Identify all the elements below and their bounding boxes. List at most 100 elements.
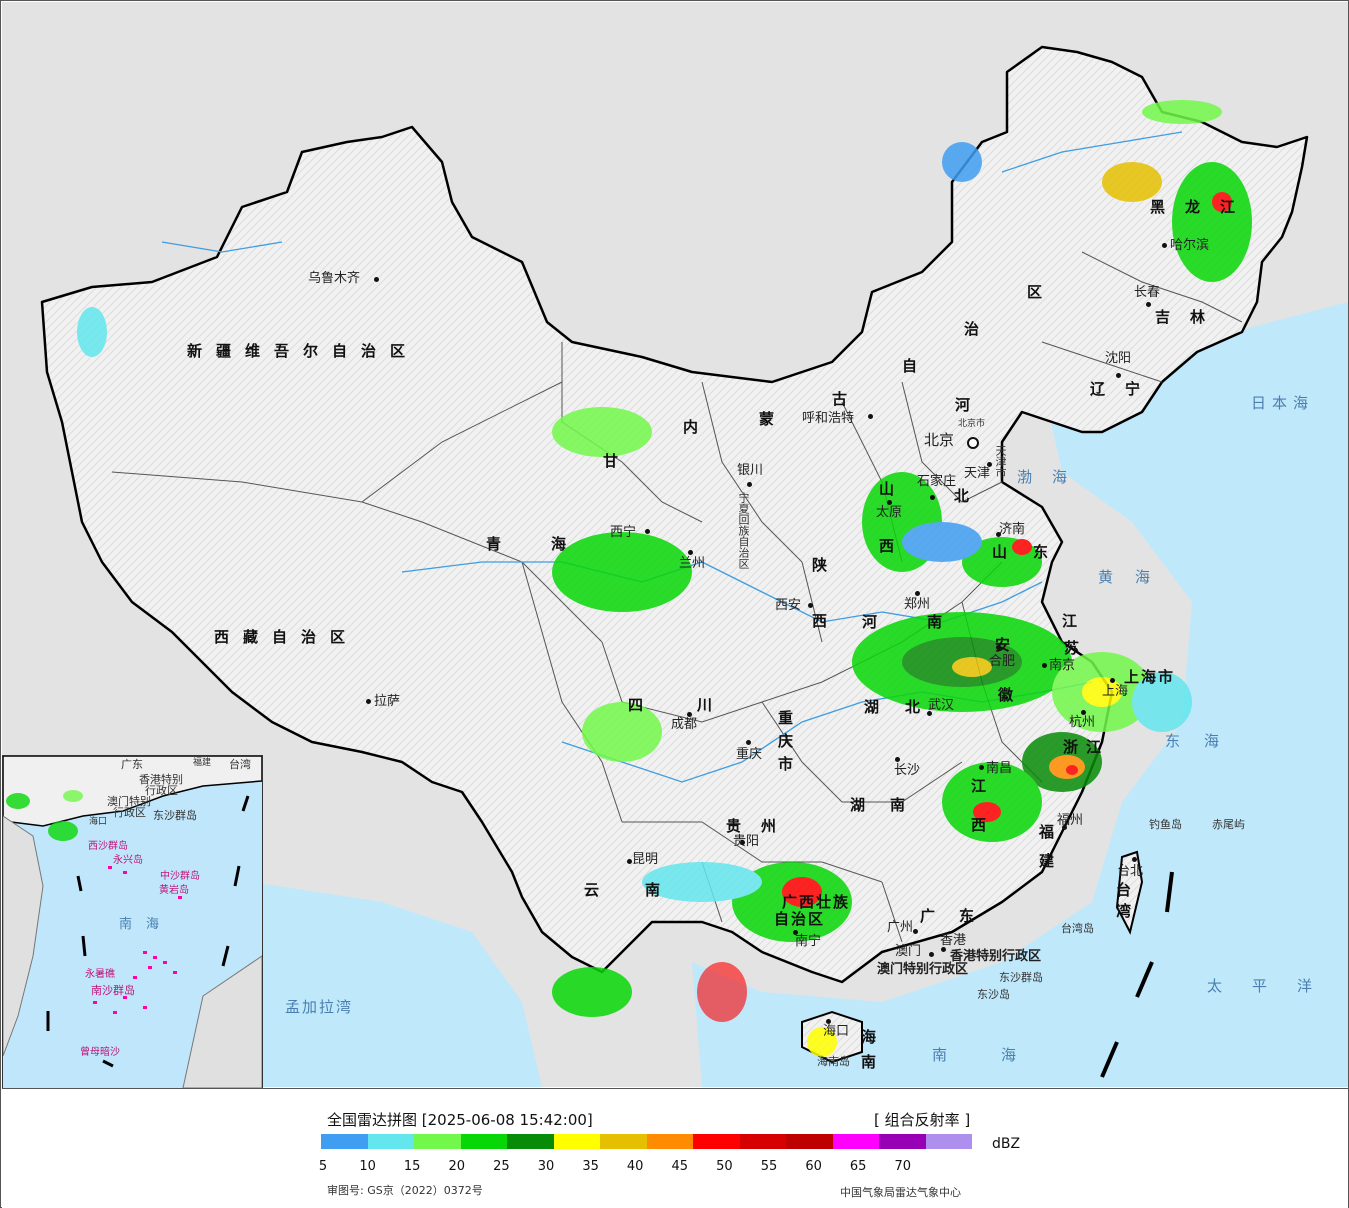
source-credit: 中国气象局雷达气象中心: [840, 1186, 961, 1199]
city-marker: [996, 645, 1001, 650]
province-label: 湖: [864, 698, 894, 716]
inset-label: 行政区: [145, 784, 178, 797]
scale-tick-label: 25: [493, 1159, 510, 1174]
city-marker: [1062, 825, 1067, 830]
sea-area: [692, 302, 1348, 1087]
unit-label: dBZ: [992, 1136, 1021, 1152]
city-marker: [1132, 857, 1137, 862]
province-label: 甘: [603, 452, 633, 470]
city-label: 西宁: [610, 525, 637, 540]
province-label: 西: [879, 537, 909, 555]
scale-tick-label: 5: [318, 1159, 328, 1174]
inset-canvas: [3, 756, 262, 1088]
sea-label: 黄海: [1098, 568, 1173, 586]
scale-tick-label: 35: [582, 1159, 599, 1174]
city-label: 郑州: [904, 597, 931, 612]
scale-tick-label: 40: [626, 1159, 644, 1174]
sea-label: 太平洋: [1207, 977, 1343, 995]
city-marker: [746, 740, 751, 745]
province-label: 广东: [920, 907, 999, 925]
city-label: 贵阳: [733, 834, 760, 849]
province-label: 宁夏回族自治区: [737, 492, 750, 569]
province-label: 自: [902, 357, 932, 375]
city-label: 澳门: [895, 944, 922, 959]
inset-label: 西沙群岛: [88, 841, 128, 852]
city-marker: [979, 765, 984, 770]
scale-tick-label: 30: [537, 1159, 555, 1174]
city-marker: [374, 277, 379, 282]
city-marker: [645, 529, 650, 534]
scale-swatch: [600, 1134, 647, 1149]
approval-number: 审图号: GS京（2022）0372号: [327, 1184, 483, 1197]
color-scale: [321, 1134, 972, 1149]
city-label: 长沙: [894, 763, 921, 778]
scale-swatch: [553, 1134, 600, 1149]
city-label: 北京市: [958, 419, 986, 429]
city-label: 拉萨: [374, 694, 401, 709]
inset-label: 中沙群岛: [160, 871, 200, 882]
city-marker: [913, 929, 918, 934]
city-marker: [930, 495, 935, 500]
island-label: 台湾岛: [1061, 922, 1094, 935]
inset-label: 南海: [119, 917, 174, 932]
city-label: 台北: [1117, 864, 1144, 879]
inset-label: 澳门特别: [107, 795, 151, 808]
province-label: 广西壮族: [782, 893, 851, 911]
province-label: 河: [862, 613, 892, 631]
city-marker: [915, 591, 920, 596]
scale-swatch: [646, 1134, 693, 1149]
scale-tick-label: 15: [403, 1159, 421, 1174]
province-label: 重庆市: [776, 710, 794, 779]
city-marker: [941, 947, 946, 952]
inset-label: 福建: [193, 758, 212, 768]
province-label: 河: [955, 396, 985, 414]
province-label: 海南: [859, 1029, 877, 1079]
island-label: 赤尾屿: [1212, 818, 1245, 831]
province-label: 黑龙江: [1150, 198, 1256, 216]
scale-swatch: [460, 1134, 507, 1149]
capital-marker: [967, 437, 979, 449]
scale-swatch: [367, 1134, 414, 1149]
inset-label: 曾母暗沙: [80, 1047, 120, 1058]
city-marker: [895, 757, 900, 762]
city-marker: [688, 550, 693, 555]
island-label: 海南岛: [817, 1055, 850, 1068]
sea-label: 东海: [1165, 732, 1244, 750]
city-label: 北京: [924, 431, 955, 449]
province-label: 东: [1033, 543, 1063, 561]
city-label: 太原: [876, 505, 903, 520]
province-label: 江: [1062, 612, 1092, 630]
city-label: 广州: [887, 920, 914, 935]
province-label: 上海市: [1124, 668, 1176, 686]
province-label: 北: [905, 698, 935, 716]
city-marker: [1162, 243, 1167, 248]
city-label: 香港: [940, 933, 967, 948]
city-label: 南京: [1049, 658, 1076, 673]
city-marker: [1081, 710, 1086, 715]
city-label: 银川: [737, 463, 764, 478]
province-label: 南: [890, 796, 920, 814]
inset-label: 永暑礁: [85, 969, 115, 980]
region-label: 香港特别行政区: [950, 949, 1042, 964]
province-label: 四川: [628, 696, 767, 714]
province-label: 辽宁: [1090, 380, 1161, 398]
city-marker: [887, 500, 892, 505]
sea-label: 孟加拉湾: [285, 998, 354, 1016]
taiwan-island: [1115, 850, 1144, 935]
province-label: 吉林: [1155, 308, 1226, 326]
sea-label: 日本海: [1251, 394, 1315, 412]
province-label: 浙江: [1063, 738, 1110, 756]
province-label: 区: [1027, 283, 1057, 301]
province-label: 新疆维吾尔自治区: [187, 342, 420, 360]
province-label: 云南: [584, 881, 707, 899]
inset-label: 香港特别: [139, 773, 183, 786]
scale-tick-label: 70: [894, 1159, 912, 1174]
inset-label: 海口: [89, 817, 108, 827]
city-label: 上海: [1102, 684, 1129, 699]
province-label: 山: [992, 543, 1022, 561]
city-label: 西安: [775, 598, 802, 613]
city-label: 济南: [999, 522, 1026, 537]
map-canvas: [40, 45, 1348, 1087]
city-label: 杭州: [1069, 715, 1096, 730]
city-label: 呼和浩特: [802, 411, 855, 426]
